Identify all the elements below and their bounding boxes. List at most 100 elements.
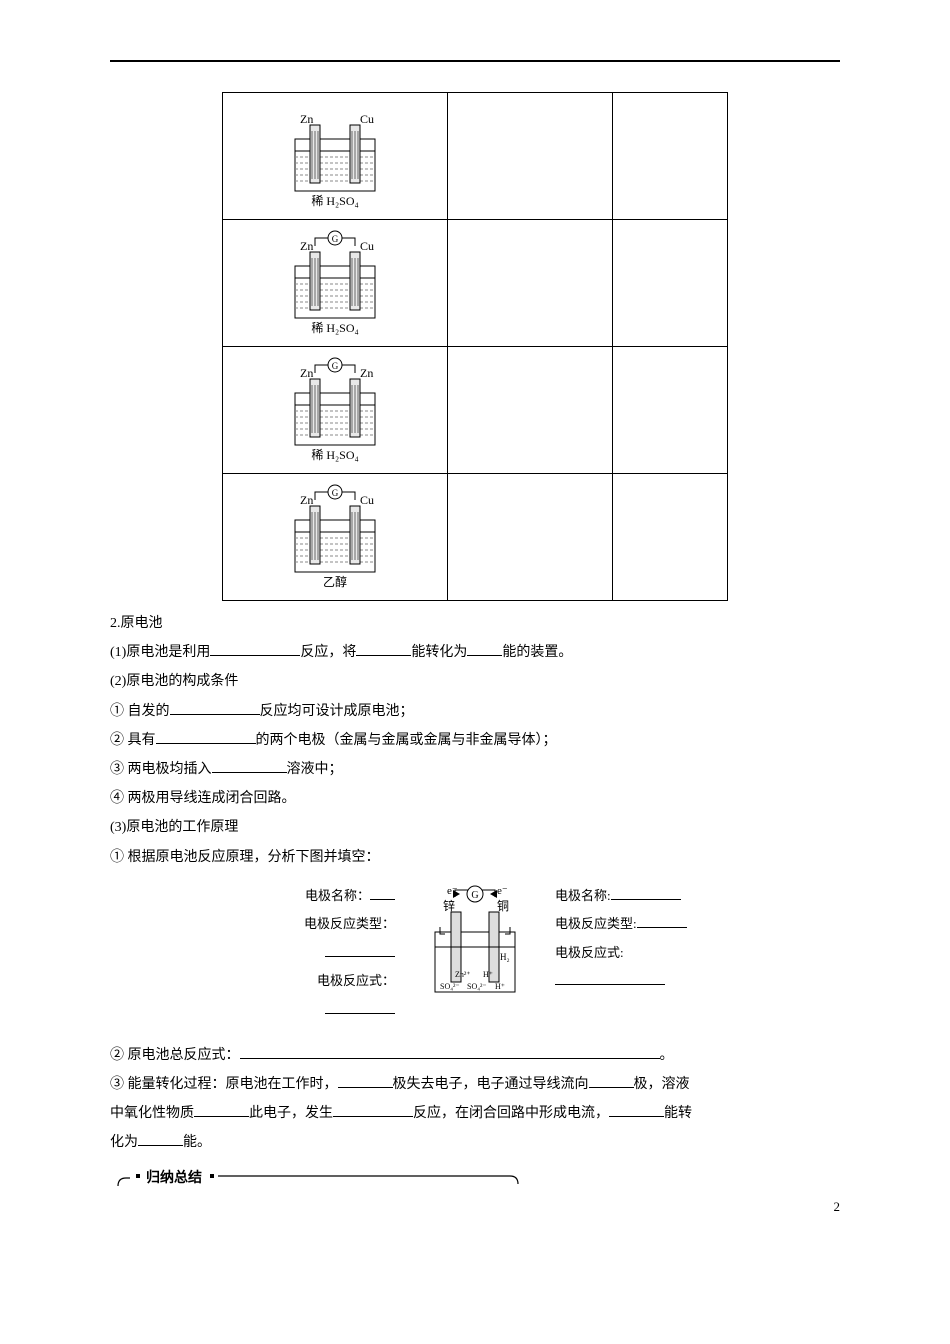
text: 的两个电极（金属与金属或金属与非金属导体）；	[256, 733, 557, 748]
svg-text:稀 H₂SO₄: 稀 H₂SO₄	[311, 448, 358, 462]
blank	[333, 1116, 413, 1117]
text: ① 自发的	[110, 704, 170, 719]
text: 溶液中；	[287, 762, 343, 777]
line-2: (2)原电池的构成条件	[110, 669, 840, 694]
svg-text:稀 H₂SO₄: 稀 H₂SO₄	[311, 321, 358, 335]
blank	[637, 927, 687, 928]
text: 。	[660, 1048, 674, 1063]
text: ② 具有	[110, 733, 156, 748]
blank	[609, 1116, 664, 1117]
electrode-eq-label: 电极反应式:	[555, 945, 624, 960]
summary-title: 归纳总结	[146, 1169, 202, 1186]
blank	[589, 1087, 634, 1088]
blank	[156, 743, 256, 744]
diagram-table: Zn Cu 稀 H₂SO₄ G Zn Cu 稀 H₂SO₄ G Zn Zn 稀 H₂SO₄ G Zn Cu…	[222, 92, 728, 601]
blank	[370, 899, 395, 900]
svg-text:Cu: Cu	[360, 493, 374, 507]
text: 能转	[664, 1106, 692, 1121]
svg-text:Zn²⁺: Zn²⁺	[455, 970, 471, 979]
electrode-eq-label: 电极反应式：	[317, 973, 395, 988]
svg-text:G: G	[332, 361, 339, 371]
text: 反应，将	[300, 645, 356, 660]
text: 中氧化性物质	[110, 1106, 194, 1121]
text: (1)原电池是利用	[110, 645, 210, 660]
line-8: ① 根据原电池反应原理，分析下图并填空：	[110, 845, 840, 870]
svg-text:Zn: Zn	[300, 493, 313, 507]
text: ③ 能量转化过程：原电池在工作时，	[110, 1077, 338, 1092]
diagram-cell: G Zn Cu 稀 H₂SO₄	[223, 220, 448, 347]
line-12: 化为 能。	[110, 1130, 840, 1155]
blank	[325, 1013, 395, 1014]
blank	[338, 1087, 393, 1088]
svg-text:铜: 铜	[497, 898, 509, 913]
empty-cell	[613, 347, 728, 474]
svg-text:Zn: Zn	[300, 112, 313, 126]
empty-cell	[613, 474, 728, 601]
line-4: ② 具有 的两个电极（金属与金属或金属与非金属导体）；	[110, 728, 840, 753]
svg-text:G: G	[332, 234, 339, 244]
svg-text:e⁻: e⁻	[497, 885, 508, 897]
svg-text:G: G	[332, 488, 339, 498]
electrode-type-label: 电极反应类型：	[304, 916, 395, 931]
line-9: ② 原电池总反应式： 。	[110, 1043, 840, 1068]
blank	[555, 984, 665, 985]
svg-text:Cu: Cu	[360, 239, 374, 253]
blank	[325, 956, 395, 957]
svg-text:Zn: Zn	[300, 366, 313, 380]
empty-cell	[448, 93, 613, 220]
svg-text:SO₄²⁻: SO₄²⁻	[467, 982, 487, 991]
blank	[138, 1145, 183, 1146]
text: 能的装置。	[502, 645, 572, 660]
electrode-name-label: 电极名称：	[305, 888, 370, 903]
empty-cell	[448, 347, 613, 474]
svg-text:锌: 锌	[443, 899, 455, 913]
text: ③ 两电极均插入	[110, 762, 212, 777]
svg-text:稀 H₂SO₄: 稀 H₂SO₄	[311, 194, 358, 208]
electrode-name-label: 电极名称:	[555, 888, 611, 903]
electrode-diagram: 电极名称： 电极反应类型： 电极反应式： e⁻ e⁻ G 锌 铜 H₂ Zn²⁺…	[110, 882, 840, 1031]
text: 化为	[110, 1135, 138, 1150]
text: ② 原电池总反应式：	[110, 1048, 240, 1063]
blank	[611, 899, 681, 900]
diagram-cell: G Zn Zn 稀 H₂SO₄	[223, 347, 448, 474]
line-5: ③ 两电极均插入 溶液中；	[110, 757, 840, 782]
svg-text:H⁺: H⁺	[483, 970, 493, 979]
svg-text:Cu: Cu	[360, 112, 374, 126]
blank	[467, 655, 502, 656]
svg-text:Zn: Zn	[360, 366, 373, 380]
blank	[356, 655, 411, 656]
electrode-type-label: 电极反应类型:	[555, 916, 637, 931]
text: 极，溶液	[634, 1077, 690, 1092]
line-10: ③ 能量转化过程：原电池在工作时， 极失去电子，电子通过导线流向 极，溶液	[110, 1072, 840, 1097]
empty-cell	[448, 220, 613, 347]
text: 能转化为	[411, 645, 467, 660]
svg-text:H₂: H₂	[500, 952, 510, 962]
blank	[212, 772, 287, 773]
line-7: (3)原电池的工作原理	[110, 815, 840, 840]
blank	[170, 714, 260, 715]
page-number: 2	[834, 1195, 841, 1218]
blank	[194, 1116, 249, 1117]
blank	[210, 655, 300, 656]
section2-title: 2.原电池	[110, 611, 840, 636]
blank	[240, 1058, 660, 1059]
text: 反应均可设计成原电池；	[260, 704, 414, 719]
text: 能。	[183, 1135, 211, 1150]
text: 极失去电子，电子通过导线流向	[393, 1077, 589, 1092]
galvanic-cell-diagram: e⁻ e⁻ G 锌 铜 H₂ Zn²⁺ SO₄²⁻ SO₄²⁻ H⁺ H⁺	[405, 882, 545, 1031]
svg-text:G: G	[471, 890, 478, 901]
svg-text:Zn: Zn	[300, 239, 313, 253]
diagram-cell: GZnCu乙醇	[223, 474, 448, 601]
empty-cell	[613, 220, 728, 347]
line-6: ④ 两极用导线连成闭合回路。	[110, 786, 840, 811]
text: 此电子，发生	[249, 1106, 333, 1121]
line-1: (1)原电池是利用 反应，将 能转化为 能的装置。	[110, 640, 840, 665]
text: 反应，在闭合回路中形成电流，	[413, 1106, 609, 1121]
svg-text:SO₄²⁻: SO₄²⁻	[440, 982, 460, 991]
empty-cell	[448, 474, 613, 601]
line-11: 中氧化性物质 此电子，发生 反应，在闭合回路中形成电流， 能转	[110, 1101, 840, 1126]
line-3: ① 自发的 反应均可设计成原电池；	[110, 699, 840, 724]
diagram-cell: Zn Cu 稀 H₂SO₄	[223, 93, 448, 220]
empty-cell	[613, 93, 728, 220]
svg-text:H⁺: H⁺	[495, 982, 505, 991]
